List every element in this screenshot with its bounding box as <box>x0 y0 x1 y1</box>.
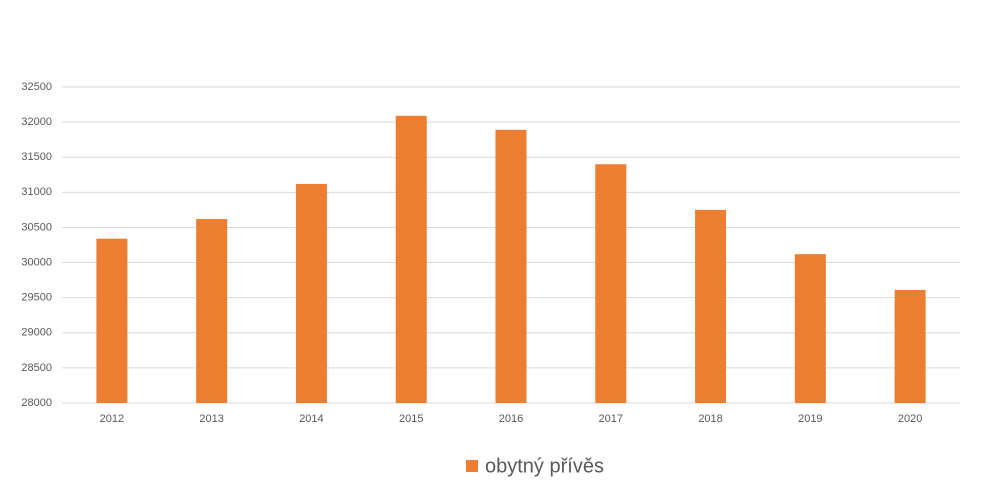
y-tick-label: 28000 <box>21 397 52 409</box>
y-tick-label: 29000 <box>21 327 52 339</box>
y-tick-label: 32000 <box>21 116 52 128</box>
y-tick-label: 28500 <box>21 362 52 374</box>
bar <box>894 289 926 403</box>
legend-text: obytný přívěs <box>485 455 604 477</box>
legend-swatch <box>466 460 478 472</box>
x-tick-label: 2014 <box>299 413 323 425</box>
x-tick-label: 2015 <box>399 413 423 425</box>
bar <box>595 164 627 403</box>
x-tick-label: 2017 <box>599 413 623 425</box>
bar <box>96 238 128 403</box>
y-tick-label: 29500 <box>21 292 52 304</box>
y-tick-label: 30500 <box>21 221 52 233</box>
bar <box>495 129 527 403</box>
bar <box>196 219 228 403</box>
bar <box>794 254 826 403</box>
x-tick-label: 2016 <box>499 413 523 425</box>
x-tick-label: 2018 <box>698 413 722 425</box>
y-tick-label: 32500 <box>21 81 52 93</box>
x-tick-label: 2020 <box>898 413 922 425</box>
bar <box>395 115 427 404</box>
y-tick-label: 30000 <box>21 256 52 268</box>
x-tick-label: 2019 <box>798 413 822 425</box>
bar <box>295 183 327 403</box>
bar <box>695 209 727 403</box>
x-tick-label: 2013 <box>199 413 223 425</box>
y-tick-label: 31500 <box>21 151 52 163</box>
x-tick-label: 2012 <box>100 413 124 425</box>
y-tick-label: 31000 <box>21 186 52 198</box>
